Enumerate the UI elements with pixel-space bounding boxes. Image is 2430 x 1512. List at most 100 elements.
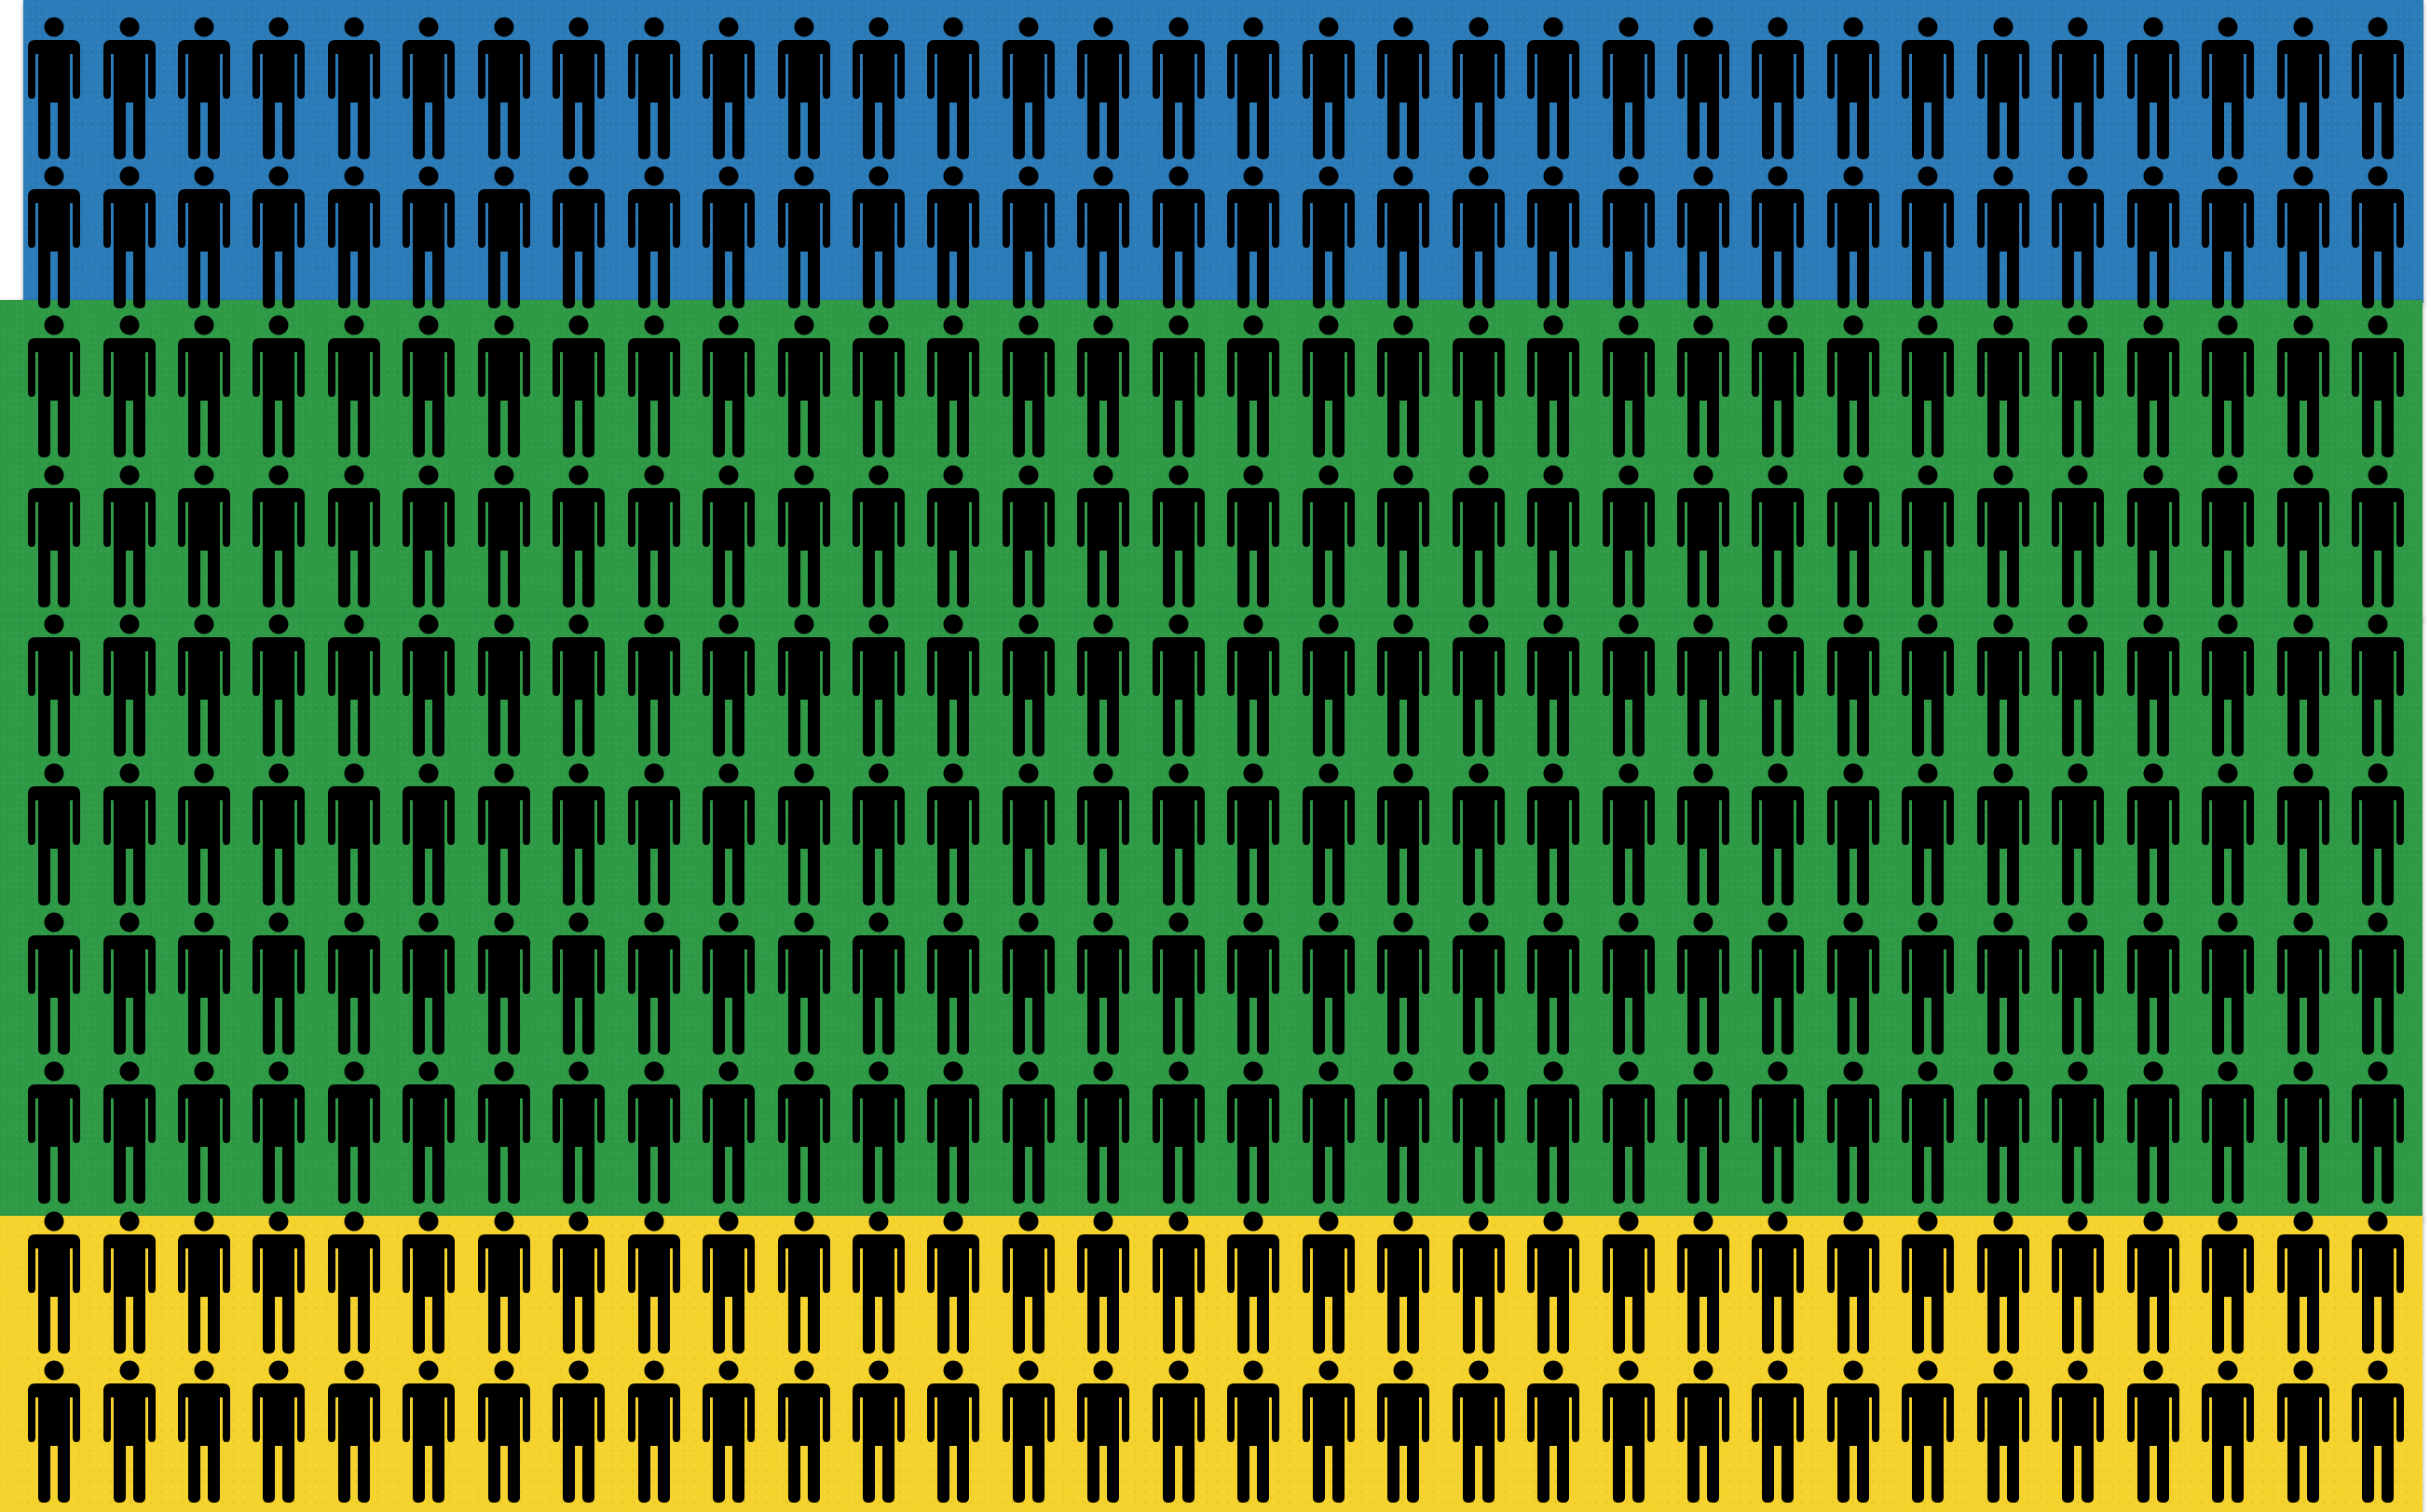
person-figure (999, 1211, 1058, 1354)
person-figure (999, 17, 1058, 159)
person-icon (1752, 17, 1805, 159)
person-figure (1373, 17, 1433, 159)
person-icon (2276, 763, 2329, 906)
person-figure (624, 465, 684, 607)
person-figure (1823, 166, 1883, 309)
person-figure (849, 1360, 908, 1503)
person-figure (549, 17, 608, 159)
person-icon (1377, 912, 1430, 1056)
person-figure (1898, 1211, 1958, 1354)
person-figure (24, 912, 84, 1056)
person-icon (177, 465, 230, 607)
person-figure (624, 166, 684, 309)
person-icon (1676, 1360, 1729, 1503)
person-figure (1673, 912, 1733, 1056)
person-icon (1826, 166, 1879, 309)
person-figure (399, 465, 458, 607)
person-icon (2202, 315, 2255, 458)
person-icon (2126, 1061, 2179, 1205)
person-figure (1748, 166, 1808, 309)
person-figure (1449, 614, 1509, 756)
person-icon (28, 17, 80, 159)
person-icon (1527, 1211, 1579, 1354)
person-figure (1449, 17, 1509, 159)
person-icon (1752, 166, 1805, 309)
person-figure (2273, 1360, 2333, 1503)
person-icon (1676, 1061, 1729, 1205)
person-figure (1073, 17, 1133, 159)
person-icon (2052, 614, 2105, 756)
person-figure (1599, 1360, 1659, 1503)
person-icon (253, 763, 306, 906)
person-icon (1602, 1360, 1655, 1503)
person-figure (1149, 17, 1208, 159)
person-figure (249, 763, 308, 906)
person-figure (1898, 166, 1958, 309)
person-figure (1748, 614, 1808, 756)
person-icon (2352, 17, 2404, 159)
person-figure (324, 166, 384, 309)
person-icon (1377, 1211, 1430, 1354)
person-figure (324, 912, 384, 1056)
person-icon (2276, 912, 2329, 1056)
person-icon (403, 1211, 456, 1354)
person-figure (849, 1211, 908, 1354)
person-icon (927, 1360, 980, 1503)
person-icon (1002, 614, 1055, 756)
person-icon (853, 1360, 905, 1503)
person-icon (1002, 465, 1055, 607)
person-icon (1227, 465, 1280, 607)
person-figure (549, 1360, 608, 1503)
person-icon (1752, 1061, 1805, 1205)
person-icon (2052, 912, 2105, 1056)
person-icon (2052, 315, 2105, 458)
person-icon (853, 315, 905, 458)
person-figure (174, 1360, 234, 1503)
person-figure (1449, 763, 1509, 906)
person-icon (2276, 17, 2329, 159)
person-icon (1077, 763, 1130, 906)
person-icon (253, 166, 306, 309)
person-figure (1748, 1211, 1808, 1354)
person-icon (553, 1061, 606, 1205)
person-icon (1676, 465, 1729, 607)
person-icon (553, 166, 606, 309)
person-figure (474, 315, 534, 458)
person-icon (1002, 763, 1055, 906)
person-icon (1377, 1061, 1430, 1205)
person-figure (1599, 465, 1659, 607)
person-icon (2202, 17, 2255, 159)
person-icon (703, 912, 756, 1056)
person-icon (627, 1061, 680, 1205)
person-figure (2198, 763, 2258, 906)
person-figure (1299, 614, 1358, 756)
person-icon (1452, 166, 1505, 309)
person-figure (699, 1061, 758, 1205)
person-figure (399, 1061, 458, 1205)
person-icon (1902, 1360, 1955, 1503)
person-figure (399, 763, 458, 906)
person-figure (923, 912, 983, 1056)
person-icon (477, 1360, 530, 1503)
person-figure (1299, 315, 1358, 458)
person-figure (2273, 912, 2333, 1056)
person-icon (2126, 315, 2179, 458)
person-icon (777, 614, 830, 756)
person-figure (1149, 1061, 1208, 1205)
person-figure (474, 763, 534, 906)
person-figure (2123, 17, 2183, 159)
person-icon (1826, 1360, 1879, 1503)
person-figure (999, 614, 1058, 756)
person-icon (1152, 315, 1205, 458)
person-icon (102, 614, 156, 756)
person-figure (1299, 166, 1358, 309)
person-icon (327, 1360, 380, 1503)
person-figure (1373, 1360, 1433, 1503)
person-figure (1523, 17, 1583, 159)
person-icon (1752, 1360, 1805, 1503)
person-figure (699, 614, 758, 756)
person-icon (927, 1061, 980, 1205)
person-icon (553, 912, 606, 1056)
person-icon (327, 763, 380, 906)
person-icon (2052, 17, 2105, 159)
